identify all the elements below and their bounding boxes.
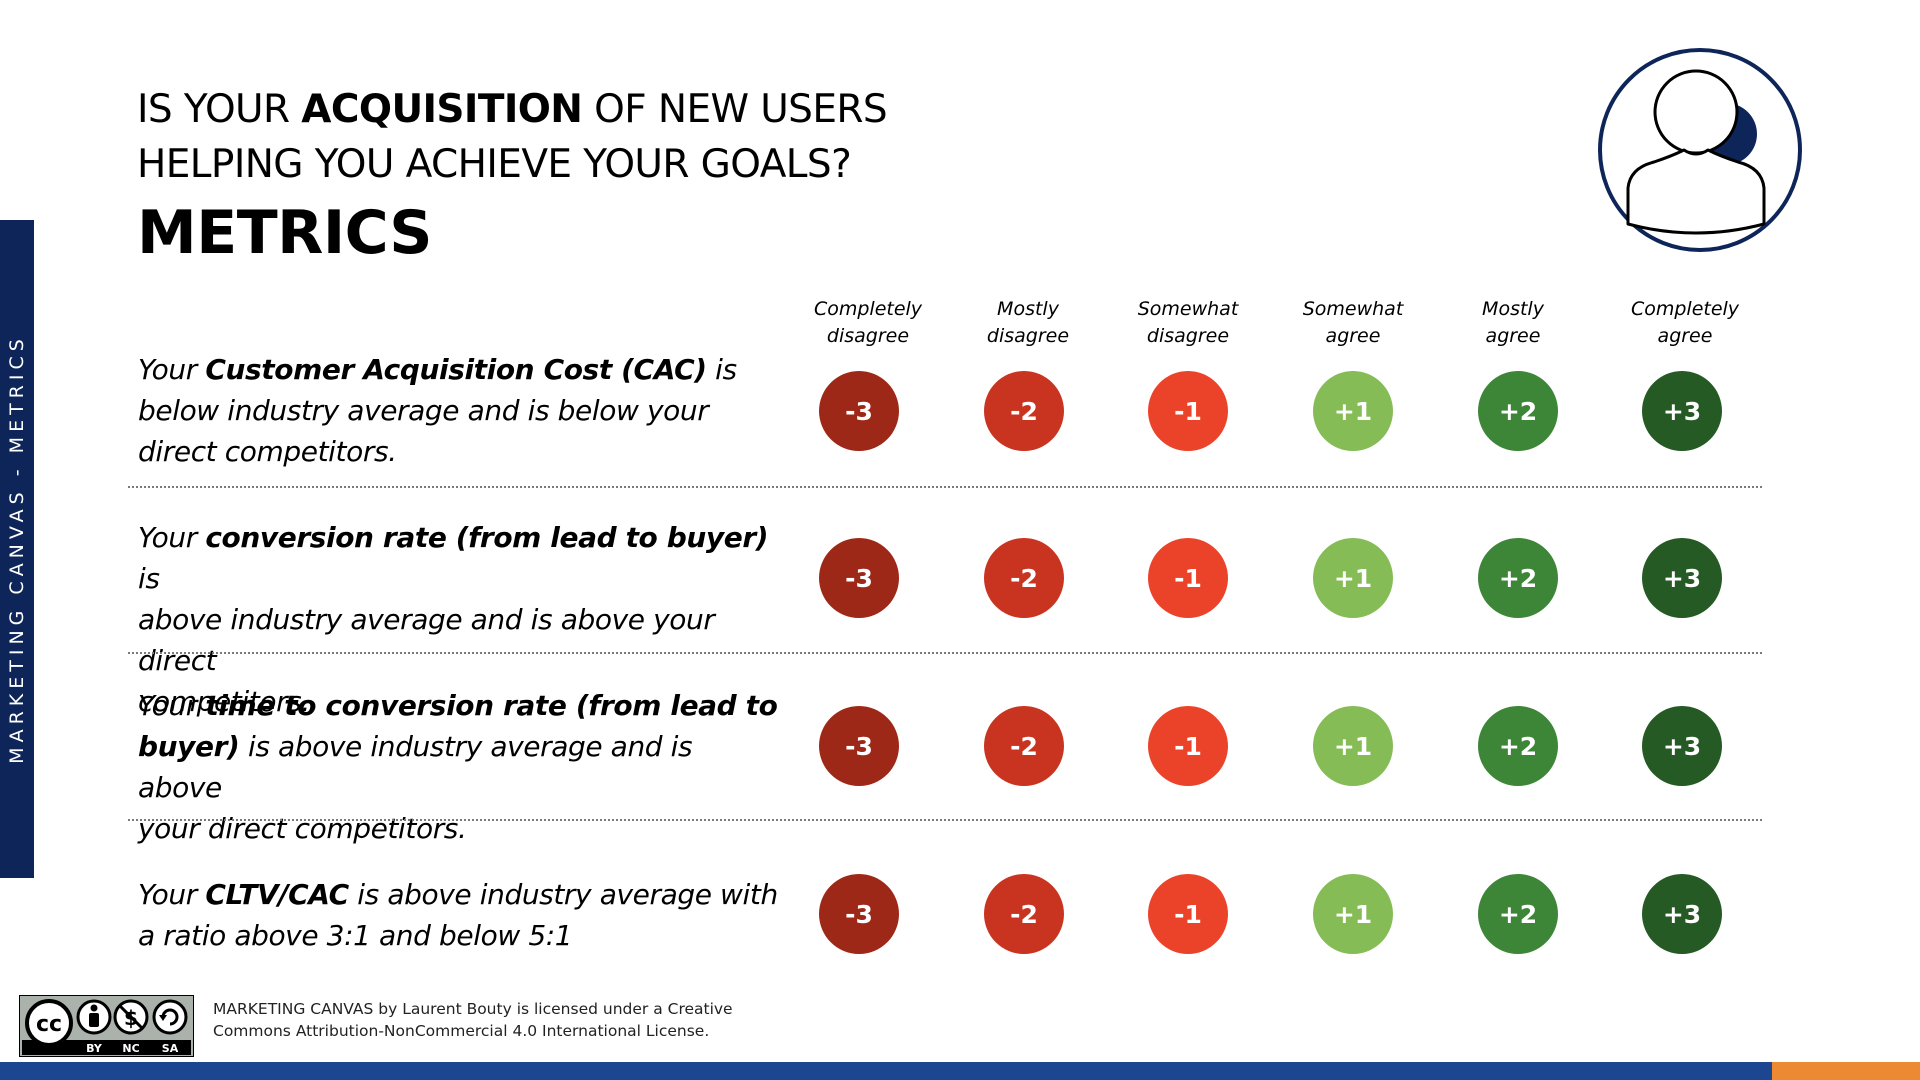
statement-time-to-conversion: Your time to conversion rate (from lead … bbox=[138, 689, 778, 845]
score-button-plus-1[interactable]: +1 bbox=[1313, 371, 1393, 451]
score-button-plus-2[interactable]: +2 bbox=[1478, 371, 1558, 451]
score-button-minus-1[interactable]: -1 bbox=[1148, 706, 1228, 786]
scale-header-mostly-agree: Mostly agree bbox=[1482, 298, 1544, 347]
page-title: METRICS bbox=[137, 198, 433, 268]
score-button-minus-2[interactable]: -2 bbox=[984, 538, 1064, 618]
svg-text:cc: cc bbox=[36, 1012, 62, 1037]
score-button-minus-1[interactable]: -1 bbox=[1148, 538, 1228, 618]
score-button-plus-2[interactable]: +2 bbox=[1478, 874, 1558, 954]
score-button-minus-1[interactable]: -1 bbox=[1148, 874, 1228, 954]
score-button-minus-1[interactable]: -1 bbox=[1148, 371, 1228, 451]
footer-bar-orange bbox=[1772, 1062, 1920, 1080]
score-button-minus-3[interactable]: -3 bbox=[819, 874, 899, 954]
page-header: IS YOUR ACQUISITION OF NEW USERS HELPING… bbox=[137, 82, 888, 270]
license-text: MARKETING CANVAS by Laurent Bouty is lic… bbox=[213, 1000, 733, 1040]
score-button-plus-1[interactable]: +1 bbox=[1313, 706, 1393, 786]
score-button-plus-3[interactable]: +3 bbox=[1642, 706, 1722, 786]
score-button-minus-2[interactable]: -2 bbox=[984, 706, 1064, 786]
question-line-2: HELPING YOU ACHIEVE YOUR GOALS? bbox=[137, 142, 852, 187]
side-tab bbox=[0, 220, 34, 878]
statement-cltv-cac: Your CLTV/CAC is above industry average … bbox=[138, 878, 778, 952]
scale-header-somewhat-agree: Somewhat agree bbox=[1302, 298, 1404, 347]
row-divider bbox=[128, 486, 1762, 488]
score-button-plus-3[interactable]: +3 bbox=[1642, 538, 1722, 618]
score-button-minus-2[interactable]: -2 bbox=[984, 371, 1064, 451]
question-line-1: IS YOUR ACQUISITION OF NEW USERS bbox=[137, 87, 888, 132]
scale-header-completely-agree: Completely agree bbox=[1630, 298, 1740, 347]
score-button-plus-3[interactable]: +3 bbox=[1642, 371, 1722, 451]
footer-bar-blue bbox=[0, 1062, 1772, 1080]
svg-text:BY: BY bbox=[86, 1042, 103, 1055]
scale-header-completely-disagree: Completely disagree bbox=[813, 298, 923, 347]
score-button-plus-2[interactable]: +2 bbox=[1478, 706, 1558, 786]
score-button-plus-1[interactable]: +1 bbox=[1313, 538, 1393, 618]
statement-conversion-rate: Your conversion rate (from lead to buyer… bbox=[138, 521, 769, 718]
side-tab-label: MARKETING CANVAS - METRICS bbox=[6, 334, 28, 764]
score-button-plus-2[interactable]: +2 bbox=[1478, 538, 1558, 618]
score-button-minus-2[interactable]: -2 bbox=[984, 874, 1064, 954]
score-button-minus-3[interactable]: -3 bbox=[819, 538, 899, 618]
creative-commons-license-badge: cc $ BY NC SA bbox=[19, 995, 194, 1057]
svg-text:SA: SA bbox=[162, 1042, 179, 1055]
user-persona-icon bbox=[1598, 48, 1802, 252]
row-divider bbox=[128, 652, 1762, 654]
score-button-minus-3[interactable]: -3 bbox=[819, 706, 899, 786]
score-button-plus-1[interactable]: +1 bbox=[1313, 874, 1393, 954]
row-divider bbox=[128, 819, 1762, 821]
scale-header-mostly-disagree: Mostly disagree bbox=[986, 298, 1070, 347]
score-button-minus-3[interactable]: -3 bbox=[819, 371, 899, 451]
svg-text:NC: NC bbox=[122, 1042, 139, 1055]
scale-header-somewhat-disagree: Somewhat disagree bbox=[1137, 298, 1239, 347]
statement-cac: Your Customer Acquisition Cost (CAC) is … bbox=[138, 353, 737, 468]
score-button-plus-3[interactable]: +3 bbox=[1642, 874, 1722, 954]
